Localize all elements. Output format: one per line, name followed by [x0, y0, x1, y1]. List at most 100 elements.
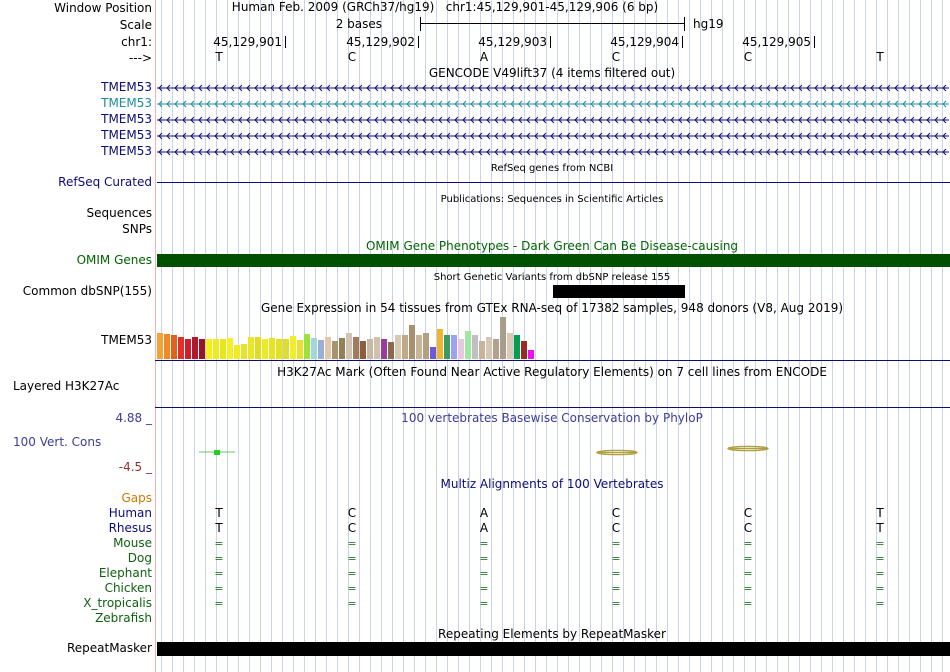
gtex-track-title: Gene Expression in 54 tissues from GTEx … [260, 301, 844, 315]
gtex-tissue-bar[interactable] [479, 341, 485, 359]
grid-line [491, 0, 492, 672]
gtex-tissue-bar[interactable] [297, 340, 303, 359]
gtex-tissue-bar[interactable] [164, 334, 170, 359]
phylop-track-label[interactable]: 100 Vert. Cons [13, 435, 102, 449]
gtex-tissue-bar[interactable] [423, 333, 429, 359]
alignment-base: = [479, 597, 489, 610]
gtex-tissue-bar[interactable] [416, 335, 422, 359]
gtex-tissue-bar[interactable] [290, 336, 296, 359]
gtex-tissue-bar[interactable] [528, 350, 534, 359]
gtex-track-label[interactable]: TMEM53 [101, 333, 152, 347]
coordinate-tick [682, 36, 683, 48]
gtex-tissue-bar[interactable] [234, 345, 240, 359]
publications-snps-label[interactable]: SNPs [122, 222, 152, 236]
gencode-item-label-4[interactable]: TMEM53 [101, 128, 152, 142]
gtex-tissue-bar[interactable] [437, 329, 443, 359]
gtex-tissue-bar[interactable] [185, 339, 191, 359]
gtex-tissue-bar[interactable] [521, 341, 527, 359]
repeatmasker-element-bar[interactable] [157, 642, 950, 656]
gencode-transcript-2[interactable] [157, 100, 949, 108]
gtex-tissue-bar[interactable] [255, 337, 261, 359]
gencode-item-label-2[interactable]: TMEM53 [101, 96, 152, 110]
gtex-tissue-bar[interactable] [409, 325, 415, 359]
gtex-tissue-bar[interactable] [493, 339, 499, 359]
gtex-tissue-bar[interactable] [486, 337, 492, 359]
gtex-tissue-bar[interactable] [395, 335, 401, 359]
grid-line [590, 0, 591, 672]
alignment-base: = [875, 582, 885, 595]
dbsnp-track-label[interactable]: Common dbSNP(155) [22, 284, 152, 298]
gencode-item-label-5[interactable]: TMEM53 [101, 144, 152, 158]
alignment-base: = [347, 552, 357, 565]
gtex-tissue-bar[interactable] [465, 331, 471, 359]
gtex-tissue-bar[interactable] [248, 337, 254, 359]
gtex-tissue-bar[interactable] [213, 339, 219, 359]
gtex-tissue-bar[interactable] [367, 339, 373, 359]
gtex-tissue-bar[interactable] [402, 335, 408, 359]
alignment-base: = [611, 597, 621, 610]
gtex-tissue-bar[interactable] [311, 338, 317, 359]
reference-base: T [215, 50, 223, 64]
gtex-tissue-bar[interactable] [269, 338, 275, 359]
gtex-tissue-bar[interactable] [430, 347, 436, 359]
gtex-tissue-bar[interactable] [514, 335, 520, 359]
gtex-tissue-bar[interactable] [325, 337, 331, 359]
gtex-tissue-bar[interactable] [381, 339, 387, 359]
alignment-base: = [875, 567, 885, 580]
gtex-tissue-bar[interactable] [157, 333, 163, 359]
gtex-tissue-bar[interactable] [332, 341, 338, 359]
gtex-tissue-bar[interactable] [220, 339, 226, 359]
dbsnp-variant-bar[interactable] [553, 285, 685, 298]
gtex-tissue-bar[interactable] [199, 339, 205, 359]
gtex-tissue-bar[interactable] [262, 339, 268, 359]
gtex-tissue-bar[interactable] [283, 339, 289, 359]
gtex-tissue-bar[interactable] [192, 337, 198, 359]
omim-gene-bar[interactable] [157, 254, 950, 267]
gtex-tissue-bar[interactable] [171, 335, 177, 359]
refseq-track-label[interactable]: RefSeq Curated [58, 175, 152, 189]
alignment-base: = [743, 567, 753, 580]
repeatmasker-track-label[interactable]: RepeatMasker [66, 641, 152, 655]
alignment-base: = [479, 582, 489, 595]
gtex-tissue-bar[interactable] [318, 340, 324, 359]
gtex-tissue-bar[interactable] [206, 339, 212, 359]
gtex-tissue-bar[interactable] [339, 338, 345, 359]
gtex-bar-chart[interactable] [157, 316, 537, 359]
omim-track-label[interactable]: OMIM Genes [76, 253, 152, 267]
gencode-transcript-4[interactable] [157, 132, 949, 140]
gtex-tissue-bar[interactable] [241, 344, 247, 359]
gtex-tissue-bar[interactable] [304, 334, 310, 359]
alignment-base: = [347, 582, 357, 595]
gtex-tissue-bar[interactable] [444, 335, 450, 359]
gtex-tissue-bar[interactable] [346, 333, 352, 359]
gtex-tissue-bar[interactable] [353, 337, 359, 359]
gencode-item-label-1[interactable]: TMEM53 [101, 80, 152, 94]
gencode-transcript-1[interactable] [157, 84, 949, 92]
gencode-transcript-3[interactable] [157, 116, 949, 124]
gencode-transcript-5[interactable] [157, 148, 949, 156]
gtex-tissue-bar[interactable] [178, 337, 184, 359]
publications-sequences-label[interactable]: Sequences [86, 206, 152, 220]
assembly-title: Human Feb. 2009 (GRCh37/hg19) chr1:45,12… [232, 0, 658, 14]
gtex-tissue-bar[interactable] [507, 333, 513, 359]
gtex-tissue-bar[interactable] [374, 337, 380, 359]
gtex-tissue-bar[interactable] [472, 335, 478, 359]
grid-line [557, 0, 558, 672]
gtex-tissue-bar[interactable] [451, 335, 457, 359]
phylop-signal[interactable] [155, 440, 950, 460]
track-separator-line [155, 0, 156, 672]
refseq-intron-line[interactable] [157, 182, 950, 183]
grid-line [865, 0, 866, 672]
gtex-tissue-bar[interactable] [458, 339, 464, 359]
grid-line [887, 0, 888, 672]
gencode-item-label-3[interactable]: TMEM53 [101, 112, 152, 126]
track-data-area[interactable]: Human Feb. 2009 (GRCh37/hg19) chr1:45,12… [155, 0, 950, 672]
gtex-tissue-bar[interactable] [360, 341, 366, 359]
species-label-chicken: Chicken [104, 581, 152, 595]
gtex-tissue-bar[interactable] [227, 338, 233, 359]
gtex-tissue-bar[interactable] [388, 342, 394, 359]
gtex-tissue-bar[interactable] [500, 317, 506, 359]
h3k27ac-track-label[interactable]: Layered H3K27Ac [13, 379, 120, 393]
grid-line [326, 0, 327, 672]
gtex-tissue-bar[interactable] [276, 339, 282, 359]
